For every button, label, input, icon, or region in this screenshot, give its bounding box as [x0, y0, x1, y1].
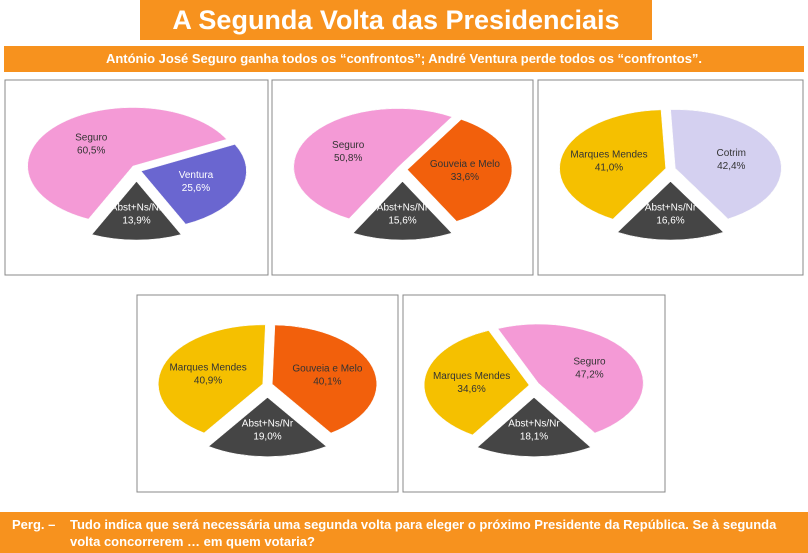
value-label: 60,5% — [77, 145, 105, 156]
slice-label: Gouveia e Melo — [430, 159, 500, 170]
value-label: 41,0% — [595, 162, 623, 173]
value-label: 34,6% — [457, 384, 485, 395]
value-label: 40,1% — [313, 377, 341, 388]
value-label: 40,9% — [194, 376, 222, 387]
value-label: 16,6% — [656, 215, 684, 226]
subtitle: António José Seguro ganha todos os “conf… — [4, 46, 804, 72]
slice-label: Cotrim — [717, 148, 746, 159]
value-label: 33,6% — [451, 172, 479, 183]
slice — [407, 119, 513, 222]
slice-label: Abst+Ns/Nr — [111, 202, 163, 213]
question: Tudo indica que será necessária uma segu… — [70, 517, 777, 549]
question-label: Perg. – — [12, 517, 56, 532]
slice-label: Abst+Ns/Nr — [645, 202, 697, 213]
value-label: 42,4% — [717, 161, 745, 172]
value-label: 18,1% — [520, 432, 548, 443]
slice — [27, 107, 227, 220]
value-label: 50,8% — [334, 153, 362, 164]
footer: Perg. – Tudo indica que será necessária … — [0, 512, 808, 553]
slice — [352, 181, 453, 241]
slice-label: Marques Mendes — [570, 149, 647, 160]
slice-label: Gouveia e Melo — [292, 364, 362, 375]
slice — [293, 108, 453, 219]
slice — [140, 144, 247, 225]
slice-label: Seguro — [573, 357, 606, 368]
value-label: 47,2% — [575, 370, 603, 381]
slice — [670, 109, 782, 220]
slice-label: Abst+Ns/Nr — [242, 419, 294, 430]
slice-label: Marques Mendes — [433, 371, 510, 382]
slice-label: Ventura — [179, 170, 214, 181]
slice — [208, 397, 327, 457]
slice — [272, 324, 377, 434]
slice-label: Seguro — [332, 140, 365, 151]
slice — [477, 397, 591, 457]
slice — [424, 330, 530, 436]
slice — [158, 324, 266, 434]
slice-label: Marques Mendes — [169, 363, 246, 374]
slice — [617, 181, 724, 241]
value-label: 25,6% — [182, 183, 210, 194]
charts: Seguro 60,5% Ventura 25,6% Abst+Ns/Nr 13,9% Se… — [4, 79, 804, 493]
value-label: 15,6% — [388, 215, 416, 226]
slice-label: Seguro — [75, 132, 108, 143]
value-label: 13,9% — [122, 215, 150, 226]
slice — [559, 109, 666, 220]
slice-label: Abst+Ns/Nr — [377, 202, 429, 213]
slice — [497, 323, 644, 434]
title: A Segunda Volta das Presidenciais — [140, 0, 652, 40]
value-label: 19,0% — [253, 432, 281, 443]
slice — [91, 181, 182, 241]
slice-label: Abst+Ns/Nr — [508, 419, 560, 430]
